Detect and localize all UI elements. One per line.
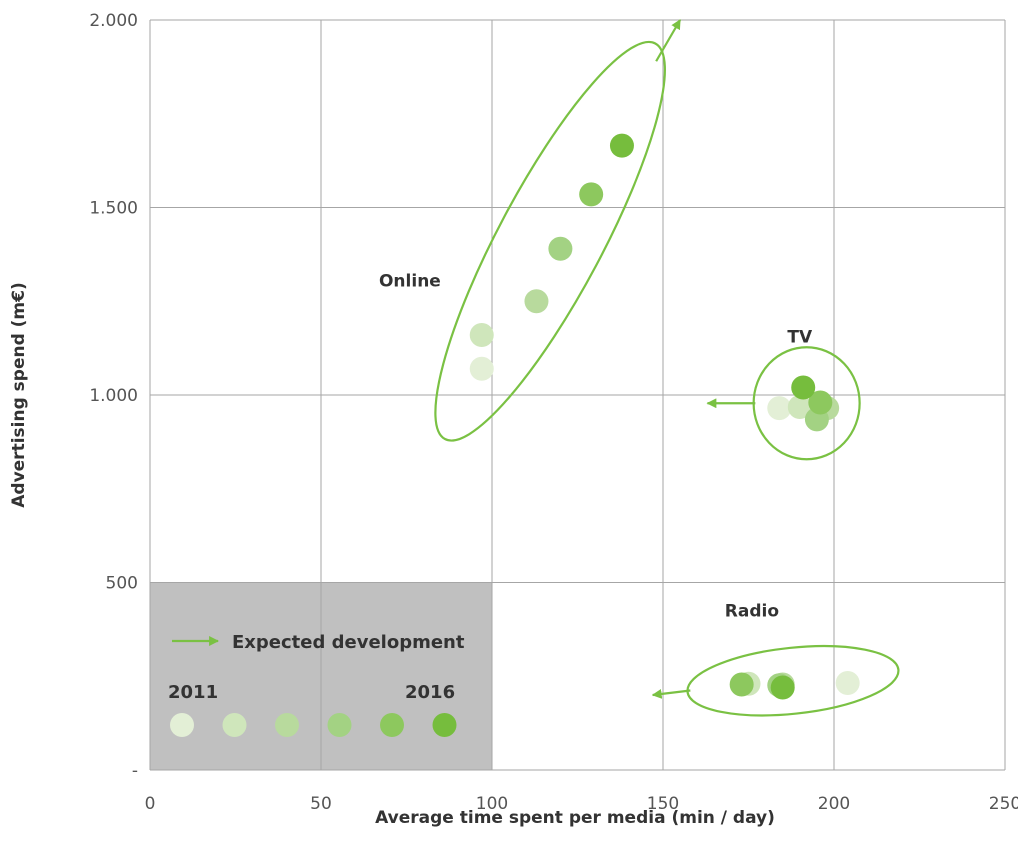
y-tick-label: 2.000 xyxy=(89,11,138,31)
series-label-online: Online xyxy=(379,271,441,291)
legend-swatch-2013 xyxy=(275,713,299,737)
point-online-2014 xyxy=(548,236,573,261)
point-online-2015 xyxy=(579,182,604,207)
ellipse-layer xyxy=(434,19,900,717)
x-tick-label: 200 xyxy=(818,794,850,814)
point-online-2016 xyxy=(609,133,634,158)
point-radio-2016 xyxy=(770,675,795,700)
legend-swatch-2015 xyxy=(380,713,404,737)
y-axis-title: Advertising spend (m€) xyxy=(9,282,29,508)
y-tick-label: 1.000 xyxy=(89,386,138,406)
point-radio-2011 xyxy=(835,671,860,695)
point-online-2013 xyxy=(524,289,549,314)
legend-swatch-2016 xyxy=(432,713,457,737)
point-tv-2012 xyxy=(787,395,812,419)
x-axis-title: Average time spent per media (min / day) xyxy=(375,808,775,828)
tick-label-layer: 0 50 100 150 200 250 - 500 1.000 1.500 2.000 xyxy=(89,11,1018,814)
legend-arrow-label: Expected development xyxy=(232,632,465,653)
point-radio-2015 xyxy=(729,672,754,697)
legend: Expected development 2011 2016 xyxy=(168,632,465,737)
y-tick-label: 1.500 xyxy=(89,199,138,219)
legend-start-year: 2011 xyxy=(168,682,218,703)
x-tick-label: 0 xyxy=(145,794,156,814)
legend-swatch-2012 xyxy=(222,713,247,737)
y-tick-label: - xyxy=(132,761,138,781)
point-tv-2015 xyxy=(808,390,833,415)
legend-swatch-2014 xyxy=(327,713,352,737)
series-label-layer: Online TV Radio xyxy=(379,271,813,621)
y-tick-label: 500 xyxy=(106,574,138,594)
ellipse-online xyxy=(434,40,666,442)
x-tick-label: 150 xyxy=(647,794,679,814)
legend-swatch-2011 xyxy=(170,713,194,737)
grid-layer xyxy=(149,19,1006,771)
x-tick-label: 100 xyxy=(476,794,508,814)
point-online-2011 xyxy=(469,356,494,381)
point-tv-2016 xyxy=(791,375,816,400)
series-label-radio: Radio xyxy=(725,601,779,621)
point-tv-2011 xyxy=(767,396,792,421)
series-label-tv: TV xyxy=(787,328,813,348)
data-point-layer xyxy=(469,133,860,700)
arrow-online xyxy=(655,19,682,62)
point-online-2012 xyxy=(469,323,494,347)
legend-end-year: 2016 xyxy=(405,682,455,703)
arrow-radio xyxy=(651,689,691,699)
x-tick-label: 50 xyxy=(310,794,332,814)
x-tick-label: 250 xyxy=(989,794,1018,814)
